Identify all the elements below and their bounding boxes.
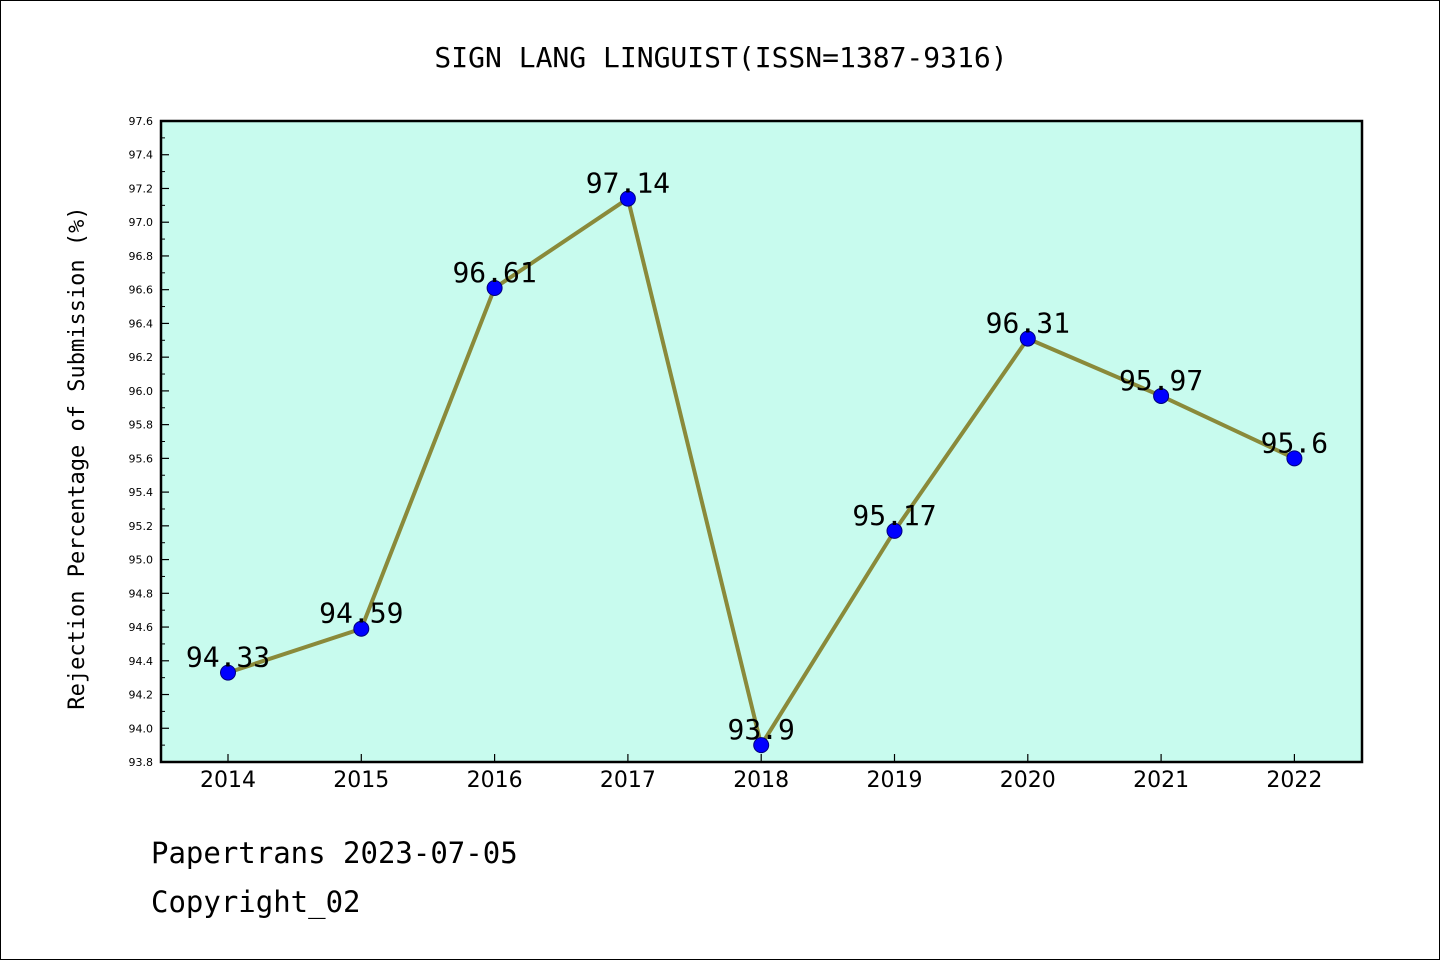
y-tick-label: 96.8 [129,250,154,263]
x-tick-label: 2014 [200,768,256,793]
data-point [220,664,236,681]
y-tick-label: 97.6 [129,115,154,128]
y-tick-label: 96.2 [129,351,154,364]
x-tick-label: 2015 [333,768,389,793]
data-point [886,522,903,539]
data-point [353,620,370,637]
data-label: 96.61 [452,256,536,289]
x-tick-label: 2022 [1266,768,1322,793]
data-point [619,190,636,207]
data-label: 96.31 [986,307,1070,340]
data-point [486,279,503,296]
y-tick-label: 97.4 [129,149,154,162]
y-tick-label: 96.0 [129,385,154,398]
y-tick-label: 97.0 [129,216,154,229]
footer-copyright-line: Copyright_02 [151,885,361,919]
x-tick-label: 2020 [1000,768,1056,793]
y-tick-label: 94.6 [129,621,154,634]
plot-area [159,119,1364,764]
y-tick-label: 95.8 [129,419,154,432]
data-label: 95.97 [1119,364,1203,397]
data-label: 97.14 [586,167,670,200]
data-label: 93.9 [727,713,794,746]
data-point [753,737,770,754]
data-point [1286,450,1303,467]
data-point [1019,330,1036,347]
data-label: 95.17 [852,499,936,532]
y-tick-label: 97.2 [129,182,154,195]
y-tick-label: 96.6 [129,284,154,297]
chart-title: SIGN LANG LINGUIST(ISSN=1387-9316) [434,41,1007,74]
data-label: 95.6 [1261,426,1328,459]
x-tick-label: 2017 [600,768,656,793]
y-axis-label: Rejection Percentage of Submission (%) [65,206,90,709]
y-tick-label: 94.8 [129,587,154,600]
x-tick-label: 2019 [867,768,923,793]
x-tick-label: 2018 [733,768,789,793]
y-tick-label: 94.2 [129,689,154,702]
y-tick-label: 95.4 [129,486,154,499]
y-tick-label: 95.2 [129,520,154,533]
y-tick-label: 95.0 [129,554,154,567]
y-tick-label: 94.4 [129,655,154,668]
x-tick-label: 2021 [1133,768,1189,793]
data-label: 94.59 [319,597,403,630]
y-tick-label: 95.6 [129,452,154,465]
chart-marks: 93.8 94.0 94.2 94.4 94.6 94.8 95.0 95.2 95.4 95.6… [129,115,1329,793]
x-tick-label: 2016 [467,768,523,793]
y-tick-label: 93.8 [129,756,154,769]
footer-date-line: Papertrans 2023-07-05 [151,836,518,870]
y-tick-label: 94.0 [129,722,154,735]
data-point [1153,387,1170,404]
y-tick-label: 96.4 [129,317,154,330]
data-label: 94.33 [186,641,270,674]
